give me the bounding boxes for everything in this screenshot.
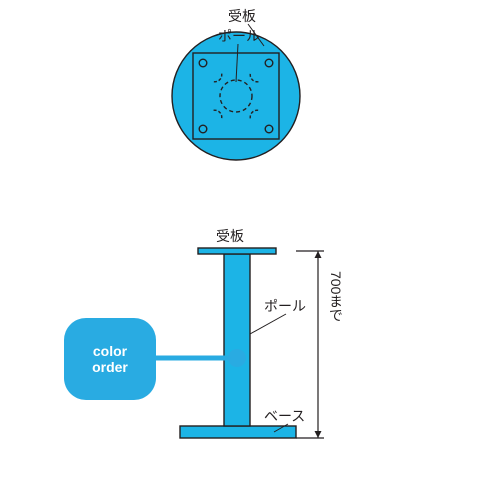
label-ukeita-side: 受板 — [216, 226, 244, 246]
label-ukeita-top: 受板 — [228, 6, 256, 26]
dimension-label: 700まで — [326, 271, 346, 418]
color-order-badge-text: colororder — [92, 343, 128, 375]
label-pole-top: ポール — [218, 26, 260, 46]
technical-drawing — [0, 0, 500, 500]
label-pole-side: ポール — [264, 296, 306, 316]
label-base-side: ベース — [264, 406, 305, 426]
color-order-badge: colororder — [64, 318, 156, 400]
